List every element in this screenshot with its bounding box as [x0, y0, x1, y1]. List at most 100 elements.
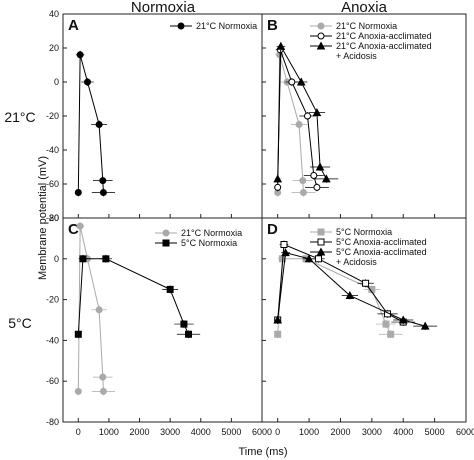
x-tick-label: 3000: [160, 427, 180, 437]
data-point: [280, 241, 288, 249]
data-point: [273, 174, 283, 183]
plot-area: A 40 20 0 -20 -40 -60 -80 21°C Normoxia B 21°C Nor…: [46, 9, 474, 437]
panel-frame-A: [62, 13, 263, 219]
panel-letter-D: D: [267, 221, 278, 238]
y-tick-label: -20: [46, 111, 59, 121]
x-tick-label: 1000: [299, 427, 319, 437]
legend-marker: [177, 22, 185, 30]
y-tick-label: -60: [46, 179, 59, 189]
legend-marker: [317, 228, 325, 236]
data-point: [322, 174, 331, 183]
data-point: [74, 330, 82, 338]
row-label-21c: 21°C: [4, 109, 35, 125]
legend-label: + Acidosis: [336, 257, 377, 267]
legend-marker: [317, 238, 325, 246]
legend-marker: [316, 247, 326, 256]
data-point: [102, 255, 110, 263]
data-point: [304, 254, 314, 263]
x-tick-label: 3000: [362, 427, 382, 437]
panel-frame-D: [261, 217, 467, 423]
data-point: [74, 387, 82, 395]
panel-letter-A: A: [68, 17, 79, 34]
legend-label: 21°C Normoxia: [336, 21, 397, 31]
data-point: [312, 108, 322, 117]
panel-letter-B: B: [267, 17, 278, 34]
data-point: [276, 41, 286, 50]
legend-label: 5°C Anoxia-acclimated: [336, 237, 427, 247]
data-point: [99, 387, 107, 395]
y-tick-label: 0: [54, 254, 59, 264]
legend-label: 21°C Anoxia-acclimated: [336, 41, 432, 51]
legend-marker: [162, 239, 170, 247]
data-point: [74, 189, 82, 196]
legend-label: 5°C Anoxia-acclimated: [336, 247, 427, 257]
data-point: [274, 183, 282, 191]
legend-marker: [317, 22, 325, 30]
data-point: [313, 183, 321, 191]
data-point: [296, 77, 306, 86]
x-tick-label: 2000: [130, 427, 150, 437]
data-point: [79, 255, 87, 263]
data-point: [76, 51, 84, 59]
series-line-C-1: [77, 258, 189, 335]
data-point: [273, 315, 283, 324]
data-point: [295, 121, 303, 128]
x-tick-label: 1000: [99, 427, 119, 437]
column-title-normoxia: Normoxia: [131, 0, 196, 16]
data-point: [345, 290, 355, 300]
y-tick-label: -80: [46, 213, 59, 223]
panel-letter-C: C: [68, 221, 79, 238]
data-point: [95, 121, 103, 128]
data-point: [76, 222, 84, 230]
x-tick-label: 5000: [425, 427, 445, 437]
y-tick-label: -40: [46, 145, 59, 155]
y-tick-label: 20: [49, 213, 59, 223]
data-point: [304, 112, 312, 120]
data-point: [95, 306, 103, 314]
x-tick-label: 0: [275, 427, 280, 437]
data-point: [420, 321, 430, 330]
legend-label: 5°C Normoxia: [336, 227, 392, 237]
legend-label: 21°C Anoxia-acclimated: [336, 31, 432, 41]
legend-label: 21°C Normoxia: [181, 228, 242, 238]
legend-marker: [317, 32, 325, 40]
data-point: [387, 330, 395, 338]
data-point: [382, 320, 390, 328]
series-line-D-2: [277, 252, 426, 327]
legend-label: 5°C Normoxia: [181, 238, 237, 248]
data-point: [99, 189, 107, 196]
x-tick-label: 4000: [393, 427, 413, 437]
legend-label: + Acidosis: [336, 51, 377, 61]
y-tick-label: 40: [49, 9, 59, 19]
y-tick-label: -20: [46, 295, 59, 305]
legend-marker: [316, 41, 326, 50]
row-label-5c: 5°C: [8, 315, 32, 331]
y-tick-label: -80: [46, 417, 59, 427]
data-point: [274, 330, 282, 338]
data-point: [185, 330, 193, 338]
y-axis-label: Membrane potential (mV): [37, 156, 49, 280]
data-point: [281, 248, 290, 257]
series-line-D-0: [277, 258, 392, 335]
data-point: [314, 255, 322, 263]
data-point: [288, 78, 296, 86]
y-tick-label: 20: [49, 43, 59, 53]
column-title-anoxia: Anoxia: [341, 0, 388, 16]
y-tick-label: -60: [46, 376, 59, 386]
x-tick-label: 6000: [456, 427, 474, 437]
data-point: [315, 162, 325, 171]
data-point: [99, 177, 107, 185]
x-axis-label: Time (ms): [238, 446, 287, 458]
x-tick-label: 4000: [191, 427, 211, 437]
data-point: [398, 315, 408, 324]
data-point: [166, 285, 174, 293]
x-tick-label: 5000: [221, 427, 241, 437]
data-point: [83, 78, 91, 86]
data-point: [310, 172, 318, 179]
x-tick-label: 2000: [330, 427, 350, 437]
data-point: [180, 320, 188, 328]
legend-label: 21°C Normoxia: [196, 21, 257, 31]
data-point: [362, 279, 370, 287]
data-point: [299, 189, 307, 196]
